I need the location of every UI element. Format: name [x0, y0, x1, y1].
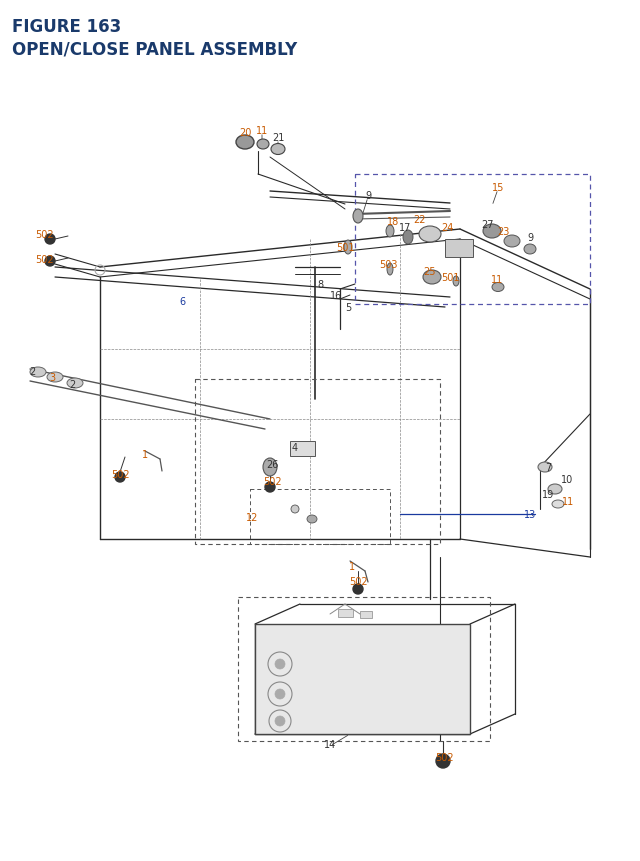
Ellipse shape — [236, 136, 254, 150]
Circle shape — [275, 689, 285, 699]
Text: 502: 502 — [35, 230, 53, 239]
Circle shape — [115, 473, 125, 482]
Ellipse shape — [386, 226, 394, 238]
Circle shape — [265, 482, 275, 492]
Text: 4: 4 — [292, 443, 298, 453]
Text: 15: 15 — [492, 183, 504, 193]
Circle shape — [353, 585, 363, 594]
Text: 9: 9 — [365, 191, 371, 201]
Text: 502: 502 — [436, 753, 454, 762]
Circle shape — [45, 235, 55, 245]
Ellipse shape — [492, 283, 504, 292]
Text: 21: 21 — [272, 133, 284, 143]
Ellipse shape — [524, 245, 536, 255]
Ellipse shape — [67, 379, 83, 388]
Ellipse shape — [423, 270, 441, 285]
Text: 22: 22 — [413, 214, 426, 225]
Ellipse shape — [353, 210, 363, 224]
Text: 12: 12 — [246, 512, 258, 523]
Text: 11: 11 — [256, 126, 268, 136]
Text: 502: 502 — [262, 476, 282, 486]
Ellipse shape — [483, 225, 501, 238]
Ellipse shape — [307, 516, 317, 523]
Ellipse shape — [291, 505, 299, 513]
Text: 26: 26 — [266, 460, 278, 469]
Bar — [238, 598, 490, 741]
Ellipse shape — [263, 458, 277, 476]
Text: 2: 2 — [69, 380, 75, 389]
Text: 20: 20 — [239, 127, 251, 138]
Text: 19: 19 — [542, 489, 554, 499]
Ellipse shape — [47, 373, 63, 382]
Ellipse shape — [30, 368, 46, 378]
Bar — [338, 610, 353, 617]
Text: 502: 502 — [35, 255, 53, 264]
Text: 2: 2 — [29, 367, 35, 376]
Text: 14: 14 — [324, 739, 336, 749]
Text: 17: 17 — [399, 223, 411, 232]
Ellipse shape — [271, 145, 285, 155]
FancyBboxPatch shape — [445, 239, 473, 257]
Text: 502: 502 — [111, 469, 129, 480]
Circle shape — [275, 716, 285, 726]
Text: 23: 23 — [497, 226, 509, 237]
Ellipse shape — [419, 226, 441, 243]
Bar — [195, 380, 440, 544]
Text: 18: 18 — [387, 217, 399, 226]
Ellipse shape — [504, 236, 520, 248]
FancyBboxPatch shape — [290, 442, 315, 456]
Ellipse shape — [548, 485, 562, 494]
Text: 9: 9 — [527, 232, 533, 243]
Text: OPEN/CLOSE PANEL ASSEMBLY: OPEN/CLOSE PANEL ASSEMBLY — [12, 40, 297, 58]
Text: 16: 16 — [330, 291, 342, 300]
Text: 11: 11 — [562, 497, 574, 506]
Text: 1: 1 — [142, 449, 148, 460]
Bar — [250, 489, 390, 544]
Ellipse shape — [403, 231, 413, 245]
Circle shape — [45, 257, 55, 267]
Text: 501: 501 — [336, 243, 355, 253]
Text: 3: 3 — [49, 373, 55, 382]
Ellipse shape — [344, 241, 352, 255]
Text: 6: 6 — [179, 297, 185, 307]
Circle shape — [275, 660, 285, 669]
Ellipse shape — [538, 462, 552, 473]
Text: 11: 11 — [491, 275, 503, 285]
Bar — [355, 175, 590, 305]
Text: 27: 27 — [482, 220, 494, 230]
Text: 501: 501 — [441, 273, 460, 282]
Circle shape — [436, 754, 450, 768]
Text: 8: 8 — [317, 280, 323, 289]
Ellipse shape — [552, 500, 564, 508]
Text: 7: 7 — [545, 462, 551, 473]
Text: 13: 13 — [524, 510, 536, 519]
Ellipse shape — [387, 263, 393, 276]
Ellipse shape — [453, 276, 459, 287]
Text: 24: 24 — [441, 223, 453, 232]
Text: 1: 1 — [349, 561, 355, 572]
Text: 502: 502 — [349, 576, 367, 586]
Text: 5: 5 — [345, 303, 351, 313]
Bar — [255, 624, 470, 734]
Text: 10: 10 — [561, 474, 573, 485]
Bar — [360, 611, 372, 618]
Text: 503: 503 — [379, 260, 397, 269]
Text: FIGURE 163: FIGURE 163 — [12, 18, 121, 36]
Ellipse shape — [257, 139, 269, 150]
Text: 25: 25 — [424, 267, 436, 276]
